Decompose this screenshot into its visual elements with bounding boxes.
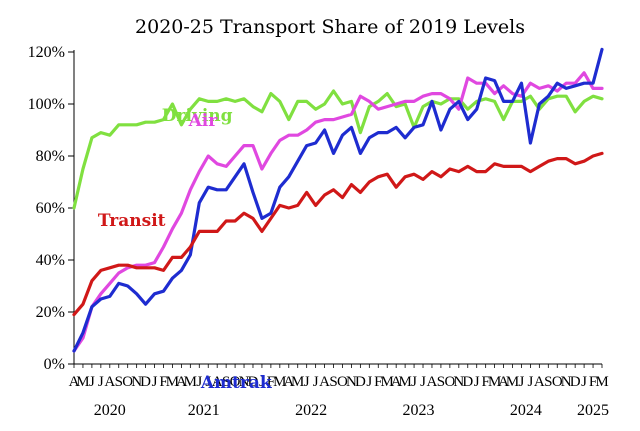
y-tick-label: 0% (44, 356, 65, 373)
month-tick-label: S (437, 374, 445, 390)
month-tick-label: O (337, 374, 348, 390)
month-tick-label: D (355, 374, 366, 390)
month-tick-label: M (76, 374, 89, 390)
month-tick-label: N (131, 374, 142, 390)
series-line-driving (72, 89, 604, 210)
month-tick-label: A (176, 374, 187, 390)
month-tick-label: J (89, 374, 95, 390)
series-label-air: Air (188, 111, 219, 131)
month-tick-label: M (488, 374, 501, 390)
series-line-air (72, 71, 604, 353)
month-tick-label: D (462, 374, 473, 390)
month-tick-label: A (534, 374, 545, 390)
month-tick-label: J (519, 374, 525, 390)
month-tick-label: O (552, 374, 563, 390)
month-tick-label: O (122, 374, 133, 390)
year-label: 2025 (577, 402, 609, 419)
month-tick-label: F (481, 374, 489, 390)
month-tick-label: M (184, 374, 197, 390)
year-label: 2021 (188, 402, 220, 419)
series-label-transit: Transit (98, 211, 166, 231)
y-tick-label: 60% (36, 200, 65, 217)
month-tick-label: J (98, 374, 104, 390)
month-tick-label: M (595, 374, 608, 390)
month-tick-label: J (205, 374, 211, 390)
month-tick-label: A (319, 374, 330, 390)
y-tick-label: 120% (28, 44, 65, 61)
month-tick-label: A (212, 374, 223, 390)
month-tick-label: A (498, 374, 509, 390)
month-tick-label: A (104, 374, 115, 390)
y-tick-label: 40% (36, 252, 65, 269)
y-tick-label: 20% (36, 304, 65, 321)
month-tick-label: S (115, 374, 123, 390)
month-tick-label: J (304, 374, 310, 390)
month-tick-label: O (230, 374, 241, 390)
month-tick-label: J (196, 374, 202, 390)
month-tick-label: S (544, 374, 552, 390)
month-tick-label: A (391, 374, 402, 390)
month-tick-label: F (267, 374, 275, 390)
year-label: 2020 (94, 402, 126, 419)
series-line-transit (72, 151, 604, 317)
month-tick-label: N (346, 374, 357, 390)
month-tick-label: F (374, 374, 382, 390)
month-tick-label: F (589, 374, 597, 390)
chart-title: 2020-25 Transport Share of 2019 Levels (135, 16, 525, 38)
month-tick-label: J (411, 374, 417, 390)
month-tick-label: M (273, 374, 286, 390)
series-label-driving: Driving (162, 106, 233, 126)
year-label: 2022 (295, 402, 327, 419)
month-tick-label: A (427, 374, 438, 390)
month-tick-label: A (283, 374, 294, 390)
y-tick-label: 80% (36, 148, 65, 165)
month-tick-label: J (259, 374, 265, 390)
y-tick-label: 100% (28, 96, 65, 113)
month-tick-label: J (152, 374, 158, 390)
year-label: 2024 (510, 402, 542, 419)
month-tick-label: M (166, 374, 179, 390)
month-tick-label: J (527, 374, 533, 390)
month-tick-label: M (381, 374, 394, 390)
month-tick-label: N (239, 374, 250, 390)
series-label-amtrak: Amtrak (200, 373, 273, 393)
month-tick-label: F (159, 374, 167, 390)
month-tick-label: J (366, 374, 372, 390)
month-tick-label: M (506, 374, 519, 390)
month-tick-label: D (570, 374, 581, 390)
series-lines (72, 47, 604, 353)
month-tick-label: A (69, 374, 80, 390)
month-tick-label: N (561, 374, 572, 390)
month-tick-label: J (581, 374, 587, 390)
month-tick-label: N (453, 374, 464, 390)
month-tick-label: M (398, 374, 411, 390)
series-line-amtrak (72, 47, 604, 353)
month-tick-label: J (420, 374, 426, 390)
year-label: 2023 (403, 402, 435, 419)
month-tick-label: S (329, 374, 337, 390)
month-tick-label: S (222, 374, 230, 390)
month-tick-label: J (474, 374, 480, 390)
month-tick-label: D (248, 374, 259, 390)
month-tick-label: J (313, 374, 319, 390)
month-tick-label: O (444, 374, 455, 390)
y-axis: 0% 20% 40% 60% 80% 100% 120% (28, 44, 75, 373)
month-tick-label: M (291, 374, 304, 390)
month-tick-label: D (140, 374, 151, 390)
